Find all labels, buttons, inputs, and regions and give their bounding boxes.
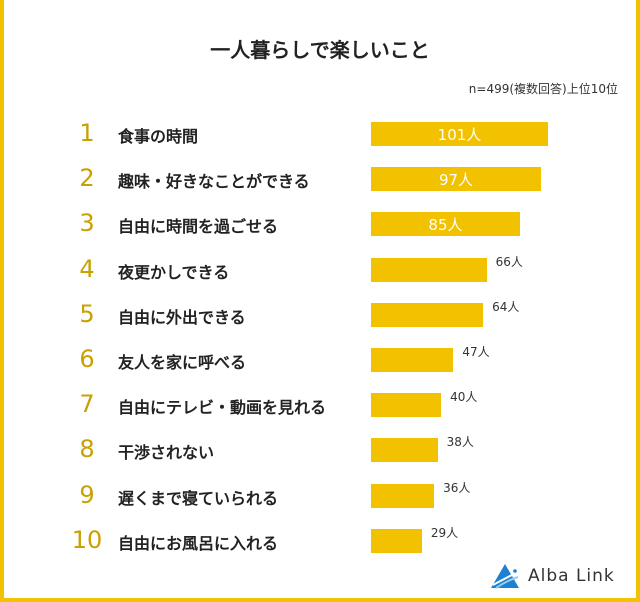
sample-note: n=499(複数回答)上位10位 — [468, 82, 618, 96]
chart-title: 一人暮らしで楽しいこと — [210, 38, 430, 62]
bar — [371, 302, 484, 327]
rank-number: 3 — [79, 209, 95, 238]
rank-number: 1 — [79, 119, 95, 147]
value-label: 66人 — [495, 254, 523, 269]
category-label: 自由にお風呂に入れる — [118, 533, 279, 553]
bar-row: 6 友人を家に呼べる 47人 — [0, 339, 640, 379]
bar — [371, 122, 548, 146]
bar — [371, 438, 438, 463]
category-label: 自由に時間を過ごせる — [118, 217, 279, 237]
bar — [371, 483, 435, 508]
bar — [371, 348, 454, 372]
bar — [371, 257, 487, 282]
rank-number: 2 — [79, 164, 95, 193]
rank-number: 8 — [79, 435, 95, 464]
rank-number: 7 — [79, 390, 95, 419]
bar-row: 4 夜更かしできる 66人 — [0, 249, 640, 289]
bar-row: 5 自由に外出できる 64人 — [0, 294, 640, 334]
category-label: 趣味・好きなことができる — [118, 172, 310, 192]
bar-row: 3 自由に時間を過ごせる 85人 — [0, 203, 640, 243]
bar-row: 1 食事の時間 101人 — [0, 113, 640, 153]
bar — [371, 528, 422, 553]
value-label: 40人 — [450, 390, 478, 405]
value-label: 101人 — [437, 126, 482, 144]
value-label: 38人 — [446, 435, 474, 450]
category-label: 食事の時間 — [118, 127, 199, 146]
category-label: 干渉されない — [118, 443, 215, 463]
bar — [371, 212, 520, 237]
value-label: 97人 — [438, 171, 474, 190]
bar — [371, 393, 442, 418]
rank-number: 5 — [79, 299, 95, 328]
rank-number: 4 — [79, 254, 95, 283]
rank-number: 10 — [71, 525, 103, 554]
value-label: 47人 — [462, 345, 490, 359]
bar-row: 8 干渉されない 38人 — [0, 429, 640, 469]
value-label: 85人 — [428, 216, 463, 235]
bar-row: 10 自由にお風呂に入れる 29人 — [0, 520, 640, 560]
category-label: 遅くまで寝ていられる — [118, 488, 279, 508]
brand-logo: Alba Link — [490, 563, 615, 589]
category-label: 夜更かしできる — [118, 262, 230, 282]
bar — [371, 167, 541, 192]
value-label: 29人 — [430, 525, 459, 540]
bar-row: 7 自由にテレビ・動画を見れる 40人 — [0, 384, 640, 424]
category-label: 自由に外出できる — [118, 307, 246, 327]
category-label: 友人を家に呼べる — [118, 353, 247, 372]
category-label: 自由にテレビ・動画を見れる — [118, 398, 327, 418]
rank-number: 6 — [79, 345, 95, 373]
rank-number: 9 — [79, 480, 95, 509]
value-label: 36人 — [443, 480, 471, 495]
value-label: 64人 — [492, 299, 520, 314]
bar-row: 9 遅くまで寝ていられる 36人 — [0, 475, 640, 515]
brand-name: Alba Link — [528, 566, 615, 586]
alba-link-logo-icon — [491, 564, 519, 589]
bar-row: 2 趣味・好きなことができる 97人 — [0, 158, 640, 198]
